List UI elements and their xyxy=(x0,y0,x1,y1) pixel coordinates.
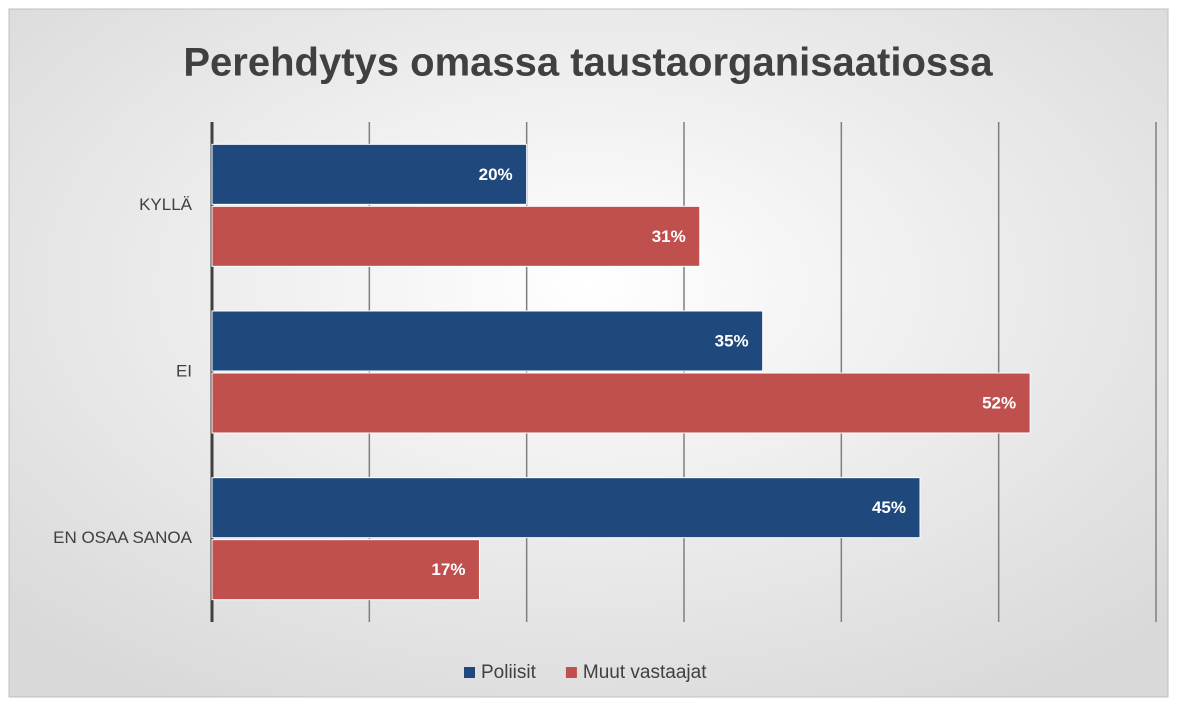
y-tick-label: KYLLÄ xyxy=(139,195,193,214)
bar xyxy=(211,310,764,372)
bar xyxy=(211,143,528,205)
legend-swatch xyxy=(464,667,475,678)
data-label: 17% xyxy=(431,560,465,579)
legend-label: Muut vastaajat xyxy=(583,662,707,683)
y-tick-label: EN OSAA SANOA xyxy=(53,528,193,547)
data-label: 45% xyxy=(872,498,906,517)
data-label: 52% xyxy=(982,393,1016,412)
bar xyxy=(211,372,1031,434)
data-label: 20% xyxy=(479,165,513,184)
bar xyxy=(211,205,701,267)
bar xyxy=(211,539,480,601)
data-label: 35% xyxy=(715,331,749,350)
legend-swatch xyxy=(565,667,577,678)
data-label: 31% xyxy=(652,227,686,246)
y-tick-label: EI xyxy=(176,361,192,380)
chart-title: Perehdytys omassa taustaorganisaatiossa xyxy=(183,41,993,85)
bar xyxy=(211,477,921,539)
legend-label: Poliisit xyxy=(481,662,537,683)
